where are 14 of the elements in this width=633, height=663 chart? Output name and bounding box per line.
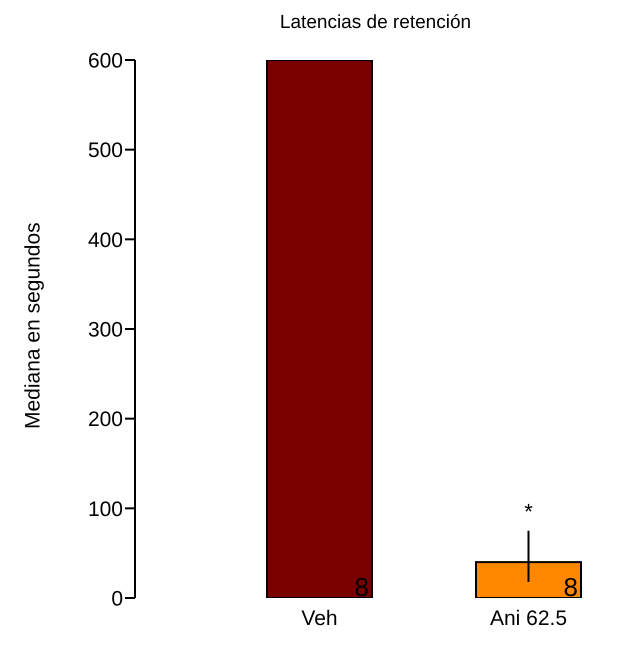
y-axis-title: Mediana en segundos [21,222,44,429]
x-tick-label: Veh [301,606,338,630]
y-tick-label: 400 [88,228,123,252]
x-tick-label: Ani 62.5 [490,606,568,630]
annotation: 8 [354,572,369,602]
y-tick-label: 100 [88,498,123,521]
y-tick-label: 600 [88,49,123,72]
chart-title: Latencias de retención [278,11,472,35]
y-tick-label: 500 [88,139,123,162]
y-tick-label: 300 [88,318,123,342]
annotation: 8 [564,572,578,602]
y-tick-label: 0 [111,587,123,610]
y-tick-label: 200 [88,408,123,432]
annotation: * [524,498,534,524]
